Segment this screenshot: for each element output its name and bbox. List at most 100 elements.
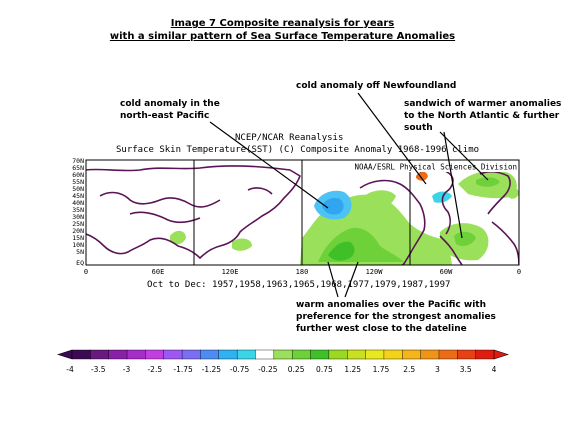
colorbar-swatch	[347, 349, 367, 360]
colorbar-swatch	[181, 349, 201, 360]
lat-label: 20N	[72, 227, 84, 235]
arrow-warm-pacific-west	[327, 261, 339, 298]
credit-box	[404, 161, 518, 172]
lon-label: 0	[517, 268, 521, 276]
coastline-eurasia	[86, 165, 301, 259]
colorbar-swatch	[108, 349, 128, 360]
lon-label: 0	[84, 268, 88, 276]
colorbar-swatch	[420, 349, 440, 360]
colorbar-label: 3.5	[460, 365, 472, 374]
warm-anomaly-maritime	[232, 238, 252, 251]
longitude-labels: 0 60E 120E 180 120W 60W 0	[84, 268, 521, 276]
warm-anomaly-north-atlantic-core	[476, 177, 500, 187]
colorbar-swatch	[457, 349, 477, 360]
annotation-arrows	[209, 92, 489, 298]
colorbar-label: 4	[492, 365, 497, 374]
lat-label: 15N	[72, 234, 84, 242]
coastlines	[86, 165, 519, 265]
colorbar-label: -1.25	[202, 365, 222, 374]
lat-label: 25N	[72, 220, 84, 228]
arrow-warm-pacific-east	[344, 261, 359, 298]
annotation-newfoundland: cold anomaly off Newfoundland	[296, 81, 457, 91]
colorbar-label: -0.25	[258, 365, 278, 374]
colorbar-swatch	[90, 349, 110, 360]
colorbar-swatch	[200, 349, 220, 360]
colorbar-swatch	[475, 349, 495, 360]
annotation-north-east-pacific: cold anomaly in the north-east Pacific	[120, 99, 220, 121]
colorbar-swatch	[310, 349, 330, 360]
colorbar-swatch	[145, 349, 165, 360]
arrow-sandwich-south	[443, 131, 463, 239]
colorbar-label: -3.5	[91, 365, 106, 374]
colorbar	[57, 349, 509, 360]
colorbar-label: -2.5	[147, 365, 162, 374]
colorbar-swatch	[218, 349, 238, 360]
credit-text: NOAA/ESRL Physical Sciences Division	[354, 163, 517, 172]
figure-title-line2: with a similar pattern of Sea Surface Te…	[109, 31, 456, 42]
warm-anomaly-alaska	[362, 190, 396, 211]
colorbar-label: -4	[66, 365, 74, 374]
colorbar-swatch	[365, 349, 385, 360]
lon-label: 60W	[440, 268, 453, 276]
colorbar-swatch	[236, 349, 256, 360]
coastline-inland-2	[129, 211, 201, 223]
lat-label: 5N	[76, 248, 84, 256]
coastline-central-america	[439, 235, 463, 265]
lat-label: 45N	[72, 192, 84, 200]
lon-label: 120W	[366, 268, 384, 276]
coastline-inland-1	[99, 191, 221, 208]
colorbar-label: 1.25	[344, 365, 361, 374]
annotation-sandwich: sandwich of warmer anomalies to the Nort…	[404, 99, 562, 133]
coastline-japan	[247, 187, 273, 195]
coastline-north-america-west	[359, 179, 426, 265]
colorbar-label: -1.75	[173, 365, 193, 374]
arrow-sandwich-north	[439, 131, 489, 181]
lon-label: 120E	[222, 268, 239, 276]
colorbar-swatch	[163, 349, 183, 360]
lat-label: 55N	[72, 178, 84, 186]
lon-label: 180	[296, 268, 309, 276]
colorbar-swatch	[328, 349, 348, 360]
warm-anomaly-tropical-atlantic-core	[454, 231, 476, 246]
colorbar-label: -3	[123, 365, 131, 374]
anomaly-map	[86, 160, 519, 265]
colorbar-swatch	[126, 349, 146, 360]
annotation-warm-pacific: warm anomalies over the Pacific with pre…	[296, 300, 496, 334]
colorbar-label: 0.25	[288, 365, 305, 374]
lat-label: EQ	[76, 259, 84, 267]
colorbar-swatch	[383, 349, 403, 360]
colorbar-arrow-right	[493, 349, 509, 360]
map-header-variable: Surface Skin Temperature(SST) (C) Compos…	[116, 145, 480, 155]
lat-label: 40N	[72, 199, 84, 207]
colorbar-label: 3	[435, 365, 440, 374]
colorbar-label: 1.75	[373, 365, 390, 374]
lat-label: 50N	[72, 185, 84, 193]
colorbar-swatch	[255, 349, 275, 360]
lat-label: 65N	[72, 164, 84, 172]
lat-label: 30N	[72, 213, 84, 221]
arrow-north-east-pacific	[209, 121, 329, 209]
colorbar-swatch	[402, 349, 422, 360]
latitude-labels: 70N 65N 60N 55N 50N 45N 40N 35N 30N 25N …	[72, 157, 84, 267]
colorbar-arrow-left	[57, 349, 73, 360]
figure-title-line1: Image 7 Composite reanalysis for years	[170, 18, 395, 29]
arrow-newfoundland	[357, 92, 427, 185]
colorbar-swatch	[291, 349, 312, 360]
map-subtitle-years: Oct to Dec: 1957,1958,1963,1965,1968,197…	[147, 280, 451, 290]
lat-label: 10N	[72, 241, 84, 249]
warm-anomaly-dateline	[328, 241, 355, 261]
colorbar-label: 2.5	[403, 365, 415, 374]
cold-anomaly-core	[322, 197, 344, 215]
warm-anomaly-indian-ocean	[170, 230, 186, 245]
lon-label: 60E	[152, 268, 165, 276]
colorbar-swatch	[438, 349, 458, 360]
lat-label: 70N	[72, 157, 84, 165]
colorbar-labels: -4 -3.5 -3 -2.5 -1.75 -1.25 -0.75 -0.25 …	[66, 365, 496, 374]
colorbar-label: 0.75	[316, 365, 333, 374]
colorbar-label: -0.75	[230, 365, 250, 374]
colorbar-swatch	[273, 349, 293, 360]
warm-anomaly-europe-coast	[508, 187, 519, 199]
lat-label: 60N	[72, 171, 84, 179]
colorbar-swatch	[71, 349, 91, 360]
